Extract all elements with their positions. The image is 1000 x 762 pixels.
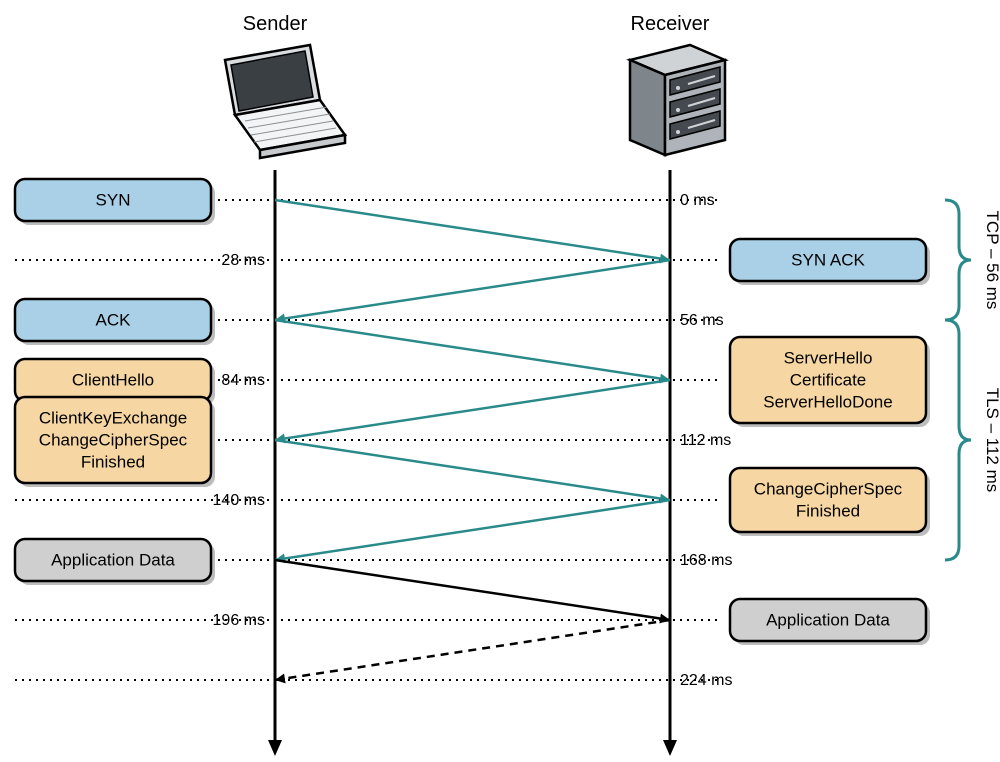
message-arrow xyxy=(275,560,670,620)
phase-bracket xyxy=(945,200,971,320)
message-text: ACK xyxy=(96,311,132,330)
message-arrow xyxy=(275,260,670,320)
message-text: SYN ACK xyxy=(791,251,865,270)
message-arrow xyxy=(275,380,670,440)
message-arrow xyxy=(275,440,670,500)
timestamp: 112 ms xyxy=(680,432,731,449)
phase-label: TCP – 56 ms xyxy=(983,211,1000,310)
timestamp: 28 ms xyxy=(221,252,265,269)
phase-label: TLS – 112 ms xyxy=(983,388,1000,493)
message-text: ChangeCipherSpec xyxy=(39,431,188,450)
message-text: ChangeCipherSpec xyxy=(754,480,903,499)
message-arrow xyxy=(275,500,670,560)
phase-bracket xyxy=(945,320,971,560)
message-text: Application Data xyxy=(51,551,175,570)
message-text: ServerHello xyxy=(784,349,873,368)
sender-label: Sender xyxy=(243,13,308,35)
timestamp: 0 ms xyxy=(680,192,715,209)
message-text: ClientKeyExchange xyxy=(39,409,187,428)
message-text: ServerHelloDone xyxy=(763,393,892,412)
sequence-diagram: Sender Receiver 0 ms 28 ms 56 ms 84 ms 112 ms 1… xyxy=(0,0,1000,762)
message-arrow xyxy=(275,620,670,680)
message-arrow xyxy=(275,320,670,380)
message-text: Finished xyxy=(81,453,145,472)
message-text: ClientHello xyxy=(72,371,154,390)
message-box xyxy=(730,468,926,532)
message-text: Certificate xyxy=(790,371,867,390)
timestamp: 168 ms xyxy=(680,552,732,569)
server-icon xyxy=(630,45,725,155)
timestamp: 196 ms xyxy=(213,612,265,629)
message-text: SYN xyxy=(96,191,131,210)
timestamp: 140 ms xyxy=(213,492,265,509)
timestamp: 84 ms xyxy=(221,372,265,389)
message-text: Application Data xyxy=(766,611,890,630)
timestamp: 224 ms xyxy=(680,672,732,689)
timestamp: 56 ms xyxy=(680,312,724,329)
laptop-icon xyxy=(225,45,345,158)
receiver-label: Receiver xyxy=(631,13,710,35)
message-arrow xyxy=(275,200,670,260)
message-text: Finished xyxy=(796,502,860,521)
